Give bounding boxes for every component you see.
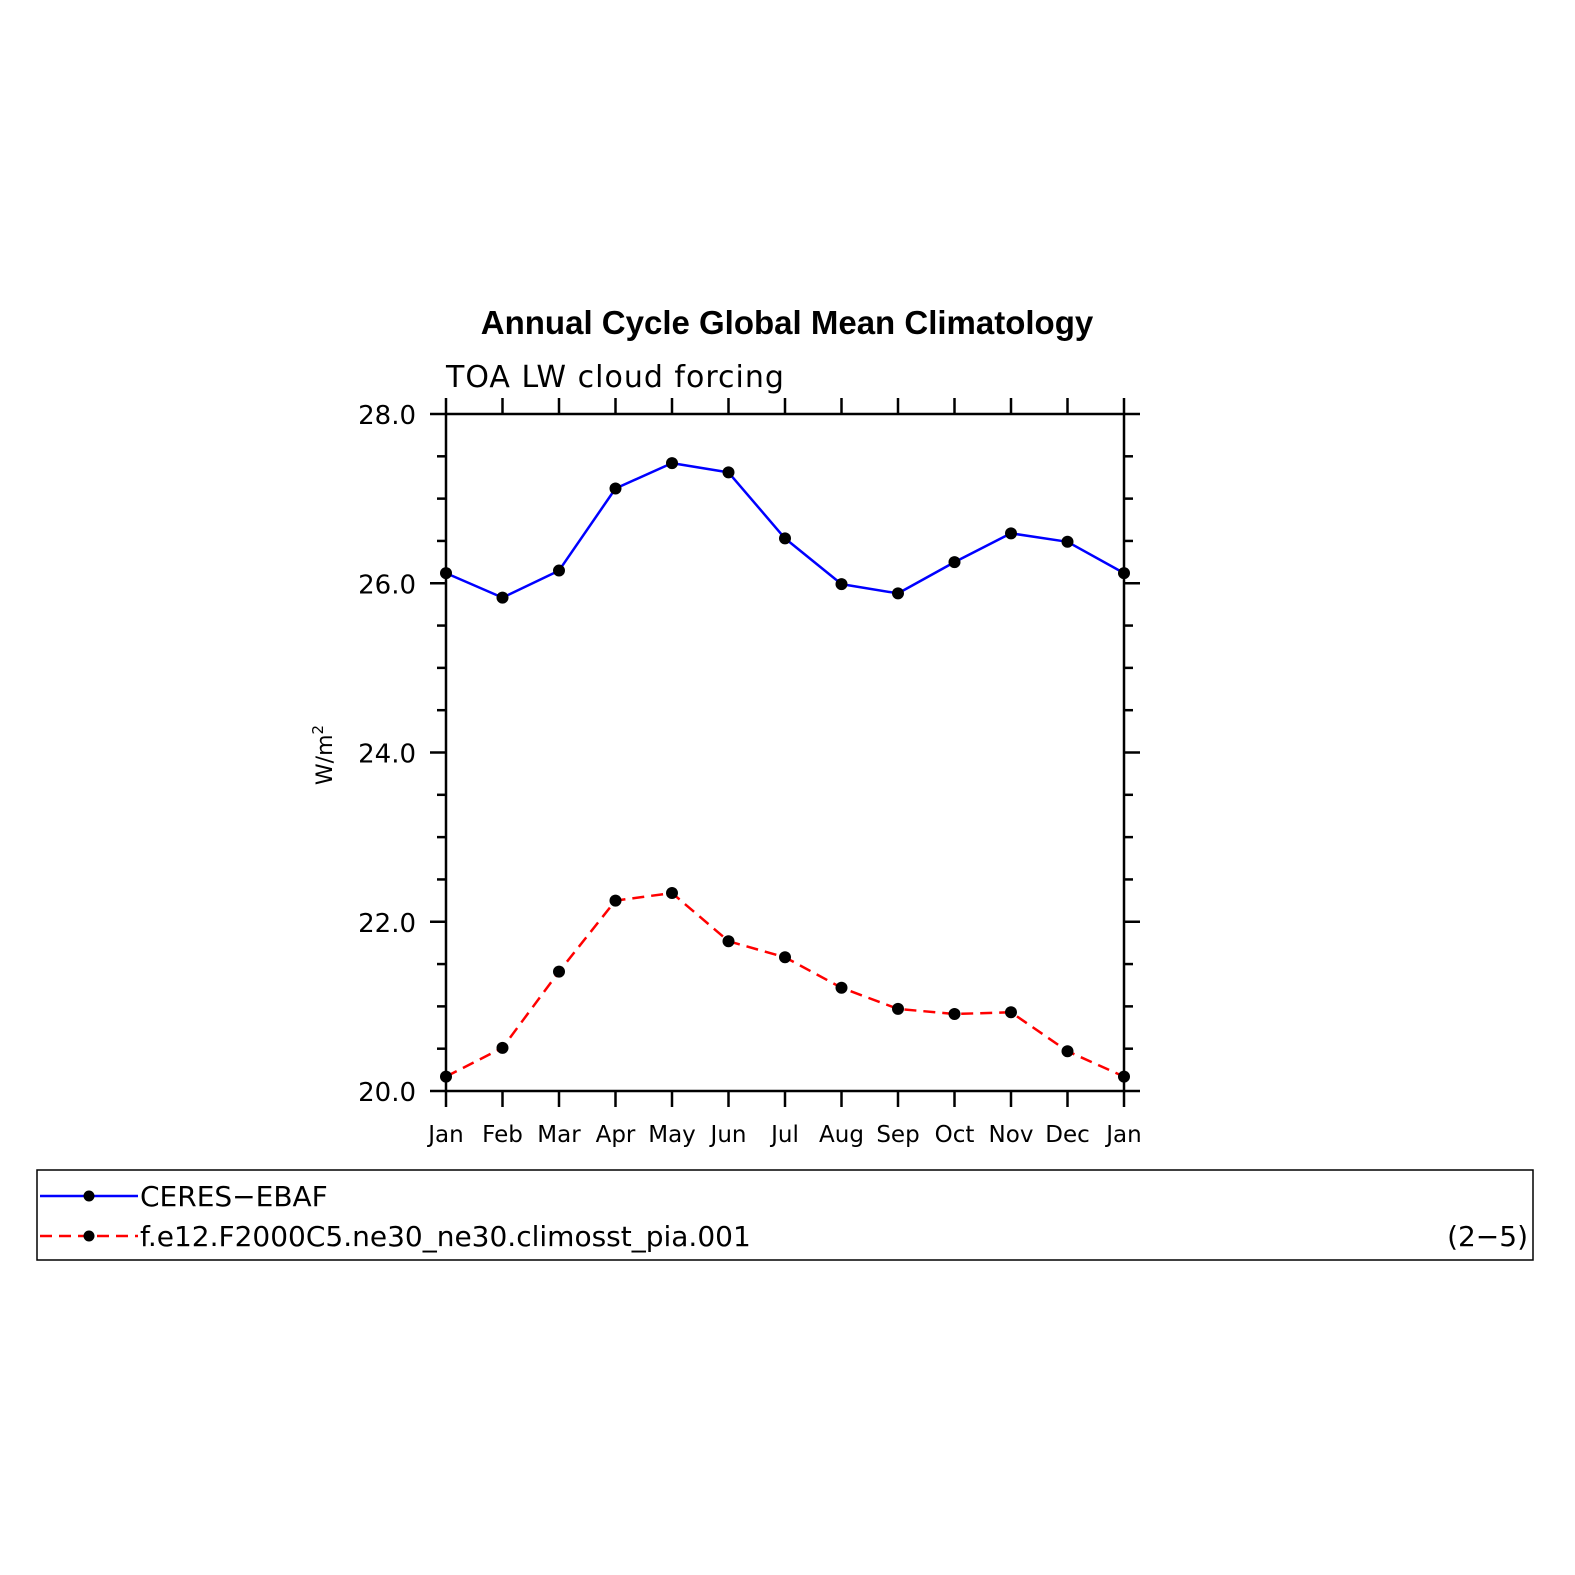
series-point-0 xyxy=(553,564,565,577)
y-axis-label-unit: W/m xyxy=(313,734,338,785)
legend: CERES−EBAF f.e12.F2000C5.ne30_ne30.climo… xyxy=(36,1169,1534,1261)
series-point-0 xyxy=(835,578,848,591)
x-tick-label: Jul xyxy=(769,1122,799,1148)
legend-marker-model xyxy=(83,1230,95,1242)
series-point-1 xyxy=(553,965,565,978)
series-point-0 xyxy=(496,591,509,604)
panel-label: (2−5) xyxy=(1447,1220,1528,1253)
x-tick-label: Apr xyxy=(596,1122,636,1148)
series-line-0 xyxy=(445,461,1125,599)
series-point-1 xyxy=(666,886,678,899)
y-tick-label: 22.0 xyxy=(358,909,416,939)
plot-frame xyxy=(444,412,1126,1093)
series-point-1 xyxy=(892,1002,904,1015)
series-point-1 xyxy=(948,1007,961,1020)
x-tick-label: May xyxy=(648,1122,696,1148)
series-point-0 xyxy=(948,556,961,569)
series-point-1 xyxy=(1061,1045,1074,1058)
x-tick-label: Aug xyxy=(819,1122,864,1148)
series-point-1 xyxy=(609,894,622,907)
x-tick-label: Feb xyxy=(482,1122,523,1148)
x-tick-label: Jan xyxy=(1104,1122,1141,1148)
series-point-0 xyxy=(1061,535,1074,548)
legend-label-model: f.e12.F2000C5.ne30_ne30.climosst_pia.001 xyxy=(140,1220,751,1253)
series-point-1 xyxy=(835,981,848,994)
x-tick-label: Sep xyxy=(876,1122,919,1148)
series-point-1 xyxy=(722,935,735,948)
x-tick-label: Dec xyxy=(1045,1122,1090,1148)
x-tick-label: Mar xyxy=(537,1122,581,1148)
series-point-0 xyxy=(779,532,791,545)
series-point-1 xyxy=(1005,1006,1017,1019)
y-tick-label: 20.0 xyxy=(358,1078,416,1108)
series-point-0 xyxy=(666,457,678,470)
series-point-1 xyxy=(779,951,791,964)
y-tick-label: 26.0 xyxy=(358,570,416,600)
y-axis-label: W/m2 xyxy=(309,725,338,785)
legend-box xyxy=(36,1169,1534,1261)
x-tick-label: Oct xyxy=(935,1122,975,1148)
x-tick-label: Jun xyxy=(709,1122,747,1148)
series-line-1 xyxy=(445,891,1125,1078)
series-point-0 xyxy=(1005,527,1017,540)
series-point-1 xyxy=(440,1070,452,1083)
plot-axes: Jan Feb Mar Apr May Jun Jul Aug Sep Oct Nov Dec Jan 2… xyxy=(358,398,1142,1148)
legend-marker-ceres xyxy=(83,1190,95,1202)
series-point-0 xyxy=(609,482,622,495)
x-tick-label: Nov xyxy=(989,1122,1034,1148)
series-point-1 xyxy=(1118,1070,1130,1083)
series-point-0 xyxy=(892,587,904,600)
legend-label-ceres: CERES−EBAF xyxy=(140,1180,328,1213)
chart-title: Annual Cycle Global Mean Climatology xyxy=(481,304,1094,341)
series-point-0 xyxy=(722,466,735,479)
series-point-0 xyxy=(440,567,452,580)
series-layer xyxy=(440,457,1130,1083)
y-tick-label: 28.0 xyxy=(358,401,416,431)
x-tick-label: Jan xyxy=(426,1122,463,1148)
series-point-0 xyxy=(1118,567,1130,580)
chart-subtitle: TOA LW cloud forcing xyxy=(445,360,785,395)
series-point-1 xyxy=(496,1041,509,1054)
y-tick-label: 24.0 xyxy=(358,740,416,770)
y-axis-label-superscript: 2 xyxy=(309,725,327,735)
